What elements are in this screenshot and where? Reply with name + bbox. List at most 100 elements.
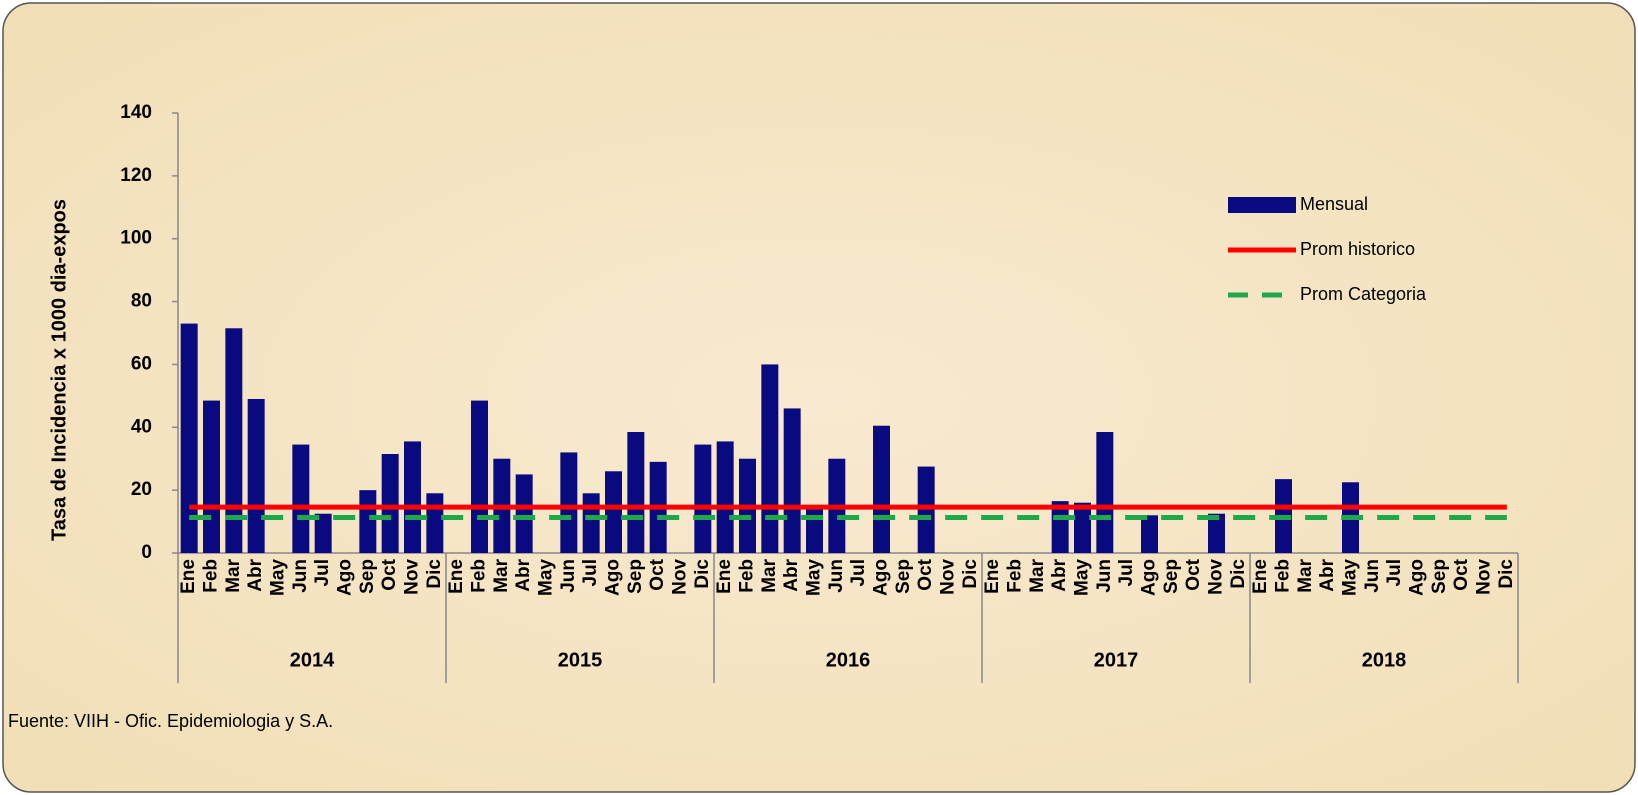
x-tick-label: Oct: [1451, 558, 1472, 590]
bar: [783, 408, 801, 553]
bar: [694, 444, 712, 553]
legend-label: Mensual: [1300, 194, 1368, 214]
x-tick-label: Abr: [1049, 558, 1070, 591]
bar: [582, 493, 600, 553]
y-tick-label: 40: [131, 416, 152, 437]
x-tick-label: Ago: [603, 559, 624, 596]
bar: [1051, 501, 1069, 553]
bar: [605, 471, 622, 553]
bar: [471, 400, 488, 553]
x-tick-label: Oct: [647, 558, 668, 590]
x-tick-label: Ene: [982, 559, 1003, 594]
x-tick-label: Mar: [1027, 558, 1048, 592]
x-tick-label: Sep: [625, 559, 646, 594]
x-tick-label: Feb: [1273, 559, 1294, 593]
bar: [225, 328, 243, 553]
x-tick-label: Abr: [513, 558, 534, 591]
bar: [873, 425, 890, 553]
x-tick-label: Feb: [469, 559, 490, 593]
x-tick-label: May: [536, 559, 557, 596]
x-tick-label: Ago: [871, 559, 892, 596]
x-tick-label: Feb: [201, 559, 222, 593]
x-tick-label: Mar: [1295, 558, 1316, 592]
x-tick-label: May: [1340, 559, 1361, 596]
bar: [359, 490, 377, 553]
x-tick-label: Jul: [580, 559, 601, 586]
x-tick-label: Nov: [1474, 559, 1495, 595]
bar: [203, 400, 220, 553]
x-tick-label: Mar: [759, 558, 780, 592]
y-tick-label: 120: [120, 165, 152, 186]
x-tick-label: Dic: [424, 559, 445, 589]
x-tick-label: Abr: [1317, 558, 1338, 591]
bar: [314, 513, 332, 553]
y-tick-label: 140: [120, 102, 152, 123]
x-tick-label: Sep: [893, 559, 914, 594]
bar: [292, 444, 310, 553]
x-tick-label: Abr: [781, 558, 802, 591]
x-tick-label: May: [804, 559, 825, 596]
x-tick-label: Ene: [714, 559, 735, 594]
x-tick-label: May: [1072, 559, 1093, 596]
x-tick-label: Dic: [1496, 559, 1517, 589]
bar: [404, 441, 421, 553]
bar: [761, 364, 779, 553]
x-tick-label: Jun: [558, 559, 579, 593]
x-tick-label: Jun: [290, 559, 311, 593]
x-tick-label: May: [268, 559, 289, 596]
x-tick-label: Ene: [1250, 559, 1271, 594]
x-tick-label: Jun: [1094, 559, 1115, 593]
legend-label: Prom historico: [1300, 239, 1415, 259]
x-tick-label: Feb: [737, 559, 758, 593]
x-tick-label: Oct: [915, 558, 936, 590]
y-tick-label: 100: [120, 228, 152, 249]
x-tick-label: Ene: [178, 559, 199, 594]
x-tick-label: Ene: [446, 559, 467, 594]
x-tick-label: Abr: [245, 558, 266, 591]
bar: [716, 441, 734, 553]
x-tick-label: Nov: [670, 559, 691, 595]
x-tick-label: Jul: [1116, 559, 1137, 586]
source-note: Fuente: VIIH - Ofic. Epidemiologia y S.A…: [8, 711, 333, 731]
bar: [627, 432, 645, 553]
legend-label: Prom Categoria: [1300, 284, 1427, 304]
x-tick-label: Dic: [692, 559, 713, 589]
bar: [1208, 513, 1225, 553]
x-tick-label: Sep: [1429, 559, 1450, 594]
x-tick-label: Nov: [402, 559, 423, 595]
group-label: 2017: [1094, 649, 1139, 671]
group-label: 2014: [290, 649, 335, 671]
x-tick-label: Mar: [491, 558, 512, 592]
x-tick-label: Dic: [1228, 559, 1249, 589]
bar: [515, 474, 533, 553]
x-tick-label: Oct: [1183, 558, 1204, 590]
y-tick-label: 20: [131, 479, 152, 500]
x-tick-label: Nov: [1206, 559, 1227, 595]
y-axis-label: Tasa de Incidencia x 1000 dia-expos: [48, 199, 70, 541]
bar: [247, 399, 265, 553]
x-tick-label: Ago: [1139, 559, 1160, 596]
x-tick-label: Jun: [1362, 559, 1383, 593]
x-tick-label: Jul: [848, 559, 869, 586]
x-tick-label: Jul: [312, 559, 333, 586]
bar: [426, 493, 444, 553]
bar: [560, 452, 578, 553]
group-label: 2018: [1362, 649, 1407, 671]
legend-swatch: [1228, 197, 1296, 213]
bar: [1096, 432, 1114, 553]
x-tick-label: Oct: [379, 558, 400, 590]
bar: [1074, 502, 1091, 553]
group-label: 2015: [558, 649, 603, 671]
bar: [180, 323, 198, 553]
x-tick-label: Jun: [826, 559, 847, 593]
group-label: 2016: [826, 649, 871, 671]
x-tick-label: Ago: [1407, 559, 1428, 596]
bar: [1141, 515, 1158, 553]
bar: [806, 509, 823, 553]
x-tick-label: Sep: [357, 559, 378, 594]
x-tick-label: Mar: [223, 558, 244, 592]
x-tick-label: Ago: [335, 559, 356, 596]
bar: [917, 466, 935, 553]
